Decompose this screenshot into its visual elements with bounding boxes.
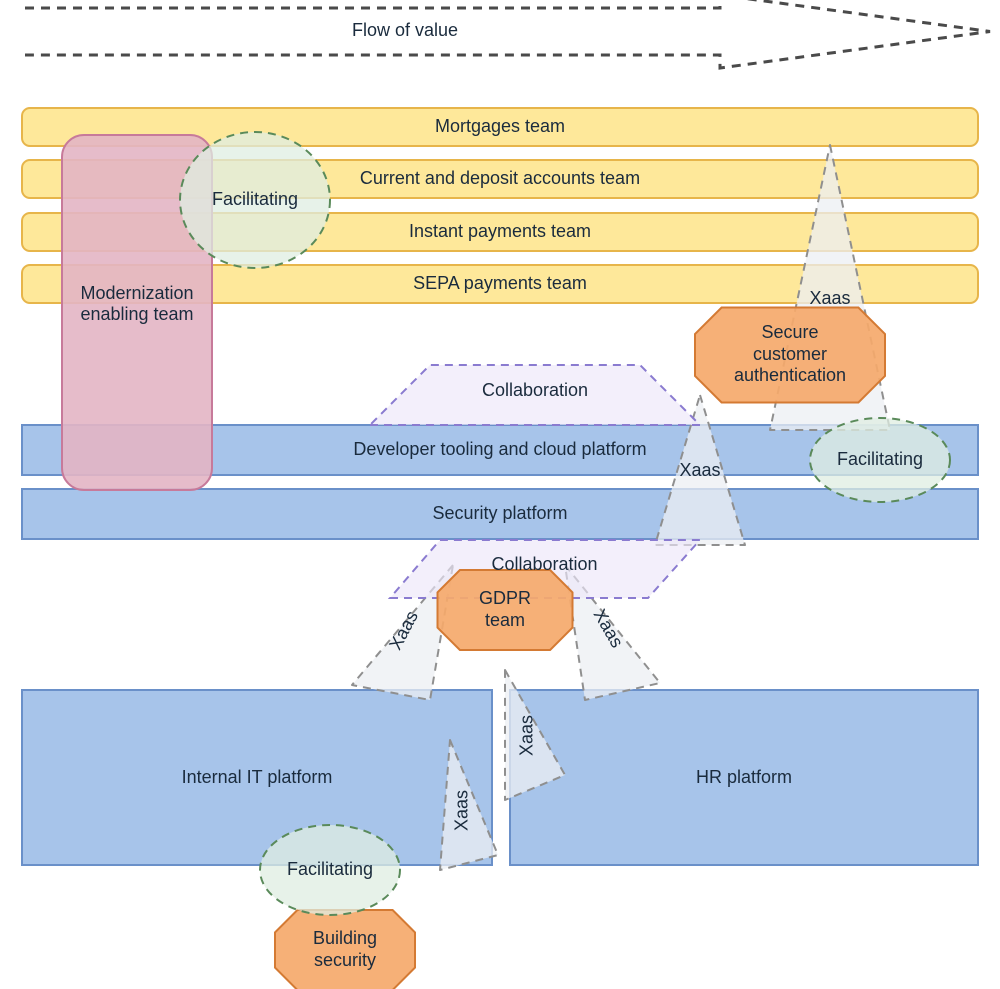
platform-hr-platform [510, 690, 978, 865]
collaboration-0 [370, 365, 700, 425]
platform-security-platform [22, 489, 978, 539]
subsystem-secure-auth [695, 308, 885, 403]
facilitating-0 [180, 132, 330, 268]
flow-of-value-arrow [25, 0, 990, 68]
facilitating-1 [810, 418, 950, 502]
subsystem-building-security [275, 910, 415, 989]
subsystem-gdpr [438, 570, 573, 650]
diagram-canvas [0, 0, 1000, 989]
platform-internal-it [22, 690, 492, 865]
facilitating-2 [260, 825, 400, 915]
